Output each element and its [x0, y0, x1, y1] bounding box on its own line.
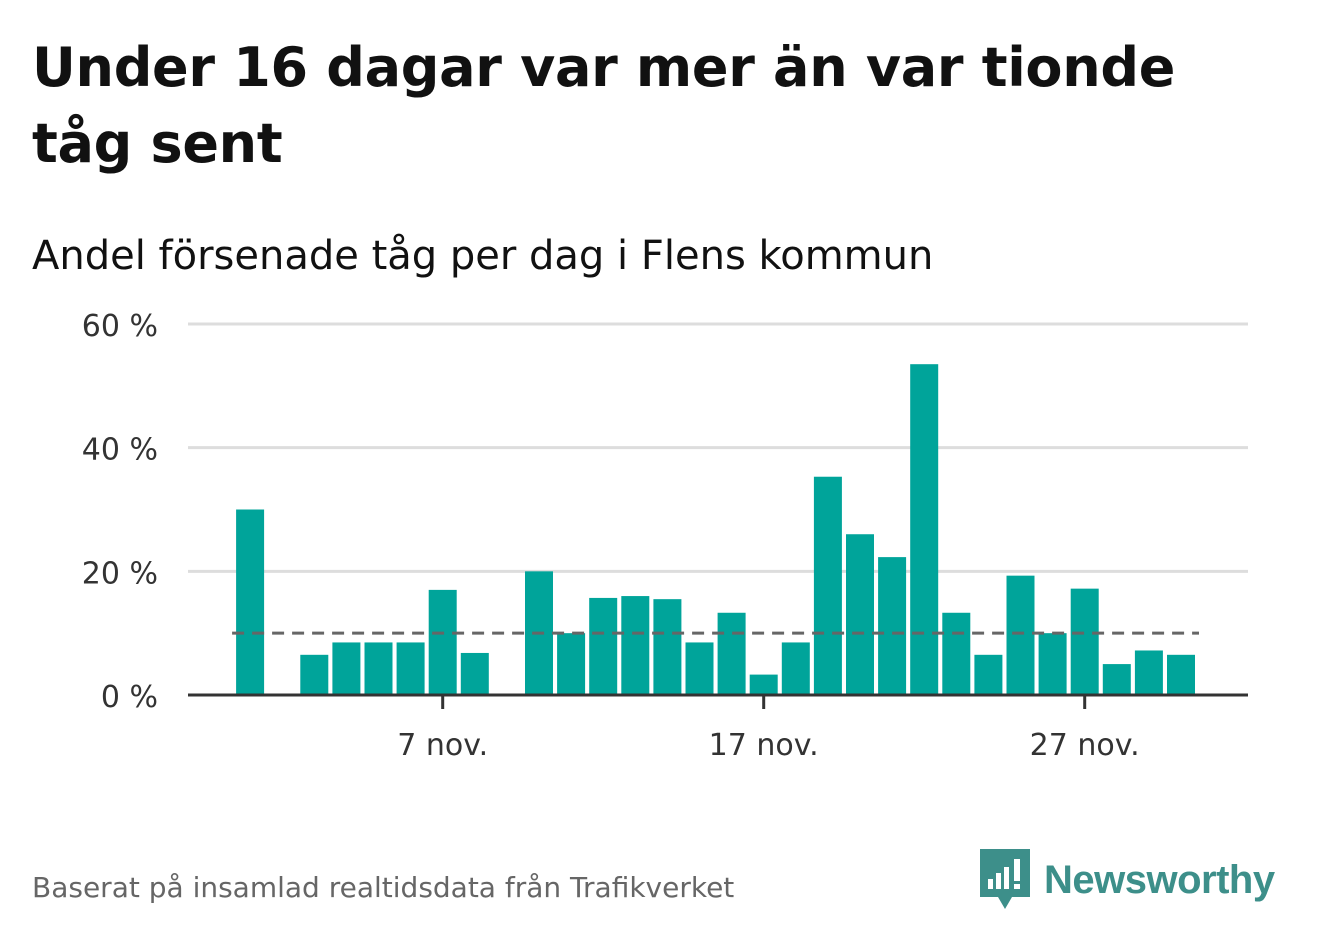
bar: [685, 642, 714, 695]
bar: [942, 612, 971, 695]
bar: [878, 557, 907, 695]
bar: [300, 654, 329, 695]
bar: [653, 599, 682, 695]
bar: [396, 642, 425, 695]
bar: [621, 596, 650, 695]
bar: [1038, 633, 1067, 695]
bar: [428, 589, 457, 695]
bar: [749, 674, 778, 695]
gridlines: [188, 322, 1248, 573]
bar: [364, 642, 393, 695]
chart-title: Under 16 dagar var mer än var tionde tåg…: [32, 36, 1176, 175]
bar: [846, 534, 874, 695]
bar: [236, 509, 265, 695]
y-tick-label: 20 %: [82, 556, 158, 591]
bar: [332, 642, 361, 695]
bar: [1006, 575, 1035, 695]
source-note: Baserat på insamlad realtidsdata från Tr…: [32, 871, 735, 904]
bar: [589, 597, 618, 695]
bar: [910, 364, 939, 695]
x-tick-label: 17 nov.: [709, 728, 819, 763]
brand-logo: Newsworthy: [980, 848, 1275, 912]
y-tick-label: 40 %: [82, 433, 158, 468]
bar: [557, 633, 586, 695]
bar: [717, 612, 746, 695]
bar: [781, 642, 810, 695]
brand-name: Newsworthy: [1044, 857, 1275, 902]
bar: [1134, 650, 1163, 695]
chart-subtitle: Andel försenade tåg per dag i Flens komm…: [32, 233, 934, 279]
bar: [1102, 664, 1131, 695]
y-tick-label: 0 %: [101, 680, 158, 715]
x-tick-label: 7 nov.: [397, 728, 488, 763]
bar: [1167, 654, 1195, 695]
bars: [236, 364, 1195, 695]
bar: [974, 654, 1003, 695]
bar: [1070, 588, 1099, 695]
y-tick-label: 60 %: [82, 309, 158, 344]
x-axis: 7 nov. 17 nov. 27 nov.: [188, 693, 1248, 763]
bar: [460, 652, 489, 695]
y-axis-ticks: 0 % 20 % 40 % 60 %: [82, 309, 158, 715]
bar-chart-speech-bubble-icon: [980, 849, 1030, 909]
bar: [813, 476, 842, 695]
x-tick-label: 27 nov.: [1030, 728, 1140, 763]
